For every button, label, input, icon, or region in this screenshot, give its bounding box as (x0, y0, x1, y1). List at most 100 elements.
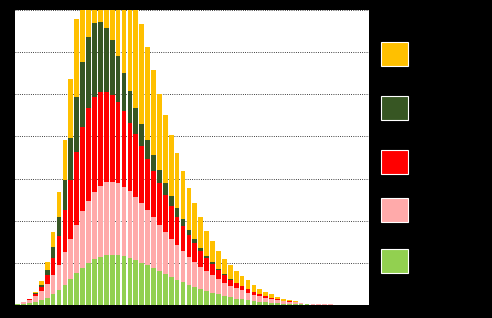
Bar (275, 300, 280, 303)
Bar (210, 264, 215, 275)
Bar (151, 155, 156, 171)
Bar (216, 270, 221, 279)
Bar (104, 182, 109, 255)
Bar (228, 265, 233, 279)
Bar (299, 304, 304, 305)
Bar (80, 61, 85, 127)
Bar (163, 195, 168, 232)
Bar (181, 251, 185, 282)
Bar (116, 183, 121, 255)
Bar (27, 299, 32, 300)
Bar (169, 238, 174, 277)
Bar (33, 296, 38, 302)
Bar (39, 287, 44, 291)
Bar (222, 283, 227, 296)
Bar (240, 299, 245, 305)
Bar (98, 92, 103, 186)
Bar (169, 196, 174, 206)
Bar (68, 279, 73, 305)
Bar (316, 304, 321, 305)
Bar (210, 241, 215, 262)
Bar (116, 56, 121, 102)
Bar (251, 295, 256, 301)
Bar (57, 265, 62, 290)
Bar (110, 40, 115, 95)
Bar (246, 280, 250, 289)
Bar (263, 292, 268, 296)
Bar (68, 138, 73, 180)
Bar (139, 24, 144, 124)
Bar (192, 262, 197, 287)
Bar (45, 284, 50, 298)
Bar (328, 304, 333, 305)
Bar (163, 115, 168, 183)
Bar (62, 210, 67, 252)
Bar (281, 304, 286, 305)
Bar (240, 291, 245, 299)
Bar (175, 208, 180, 217)
Bar (181, 282, 185, 305)
Bar (122, 256, 126, 305)
Bar (62, 285, 67, 305)
Bar (139, 263, 144, 305)
Bar (216, 268, 221, 270)
Bar (45, 275, 50, 284)
Bar (257, 302, 262, 305)
Bar (98, 257, 103, 305)
Bar (74, 97, 79, 152)
Bar (110, 255, 115, 305)
Bar (234, 271, 239, 283)
Bar (92, 97, 97, 192)
Bar (222, 274, 227, 275)
Bar (145, 210, 150, 265)
Bar (45, 298, 50, 305)
Bar (310, 304, 315, 305)
Bar (139, 204, 144, 263)
Bar (127, 0, 132, 91)
Bar (133, 134, 138, 197)
Bar (110, 0, 115, 40)
Bar (133, 108, 138, 134)
Bar (39, 291, 44, 300)
Bar (305, 304, 309, 305)
Bar (175, 153, 180, 208)
Bar (92, 259, 97, 305)
Bar (104, 0, 109, 28)
Bar (57, 192, 62, 217)
Bar (251, 301, 256, 305)
Bar (186, 235, 191, 257)
Bar (51, 232, 56, 247)
Bar (122, 111, 126, 187)
Bar (234, 299, 239, 305)
Bar (269, 298, 274, 299)
Bar (68, 79, 73, 138)
Bar (62, 252, 67, 285)
Bar (192, 239, 197, 243)
Bar (92, 0, 97, 23)
Bar (169, 206, 174, 238)
Bar (51, 258, 56, 275)
Bar (275, 303, 280, 305)
Bar (57, 236, 62, 265)
Bar (192, 204, 197, 239)
Bar (204, 256, 209, 258)
Bar (281, 299, 286, 301)
Bar (116, 102, 121, 183)
Bar (157, 271, 162, 305)
Bar (122, 73, 126, 111)
Bar (45, 262, 50, 270)
Bar (181, 170, 185, 219)
Bar (98, 22, 103, 92)
Bar (98, 0, 103, 22)
Bar (186, 257, 191, 285)
Bar (51, 275, 56, 294)
Bar (210, 262, 215, 264)
Bar (104, 255, 109, 305)
Bar (222, 296, 227, 305)
Bar (157, 183, 162, 225)
Bar (204, 291, 209, 305)
Bar (169, 277, 174, 305)
Bar (110, 95, 115, 182)
Bar (86, 263, 91, 305)
Bar (27, 300, 32, 303)
